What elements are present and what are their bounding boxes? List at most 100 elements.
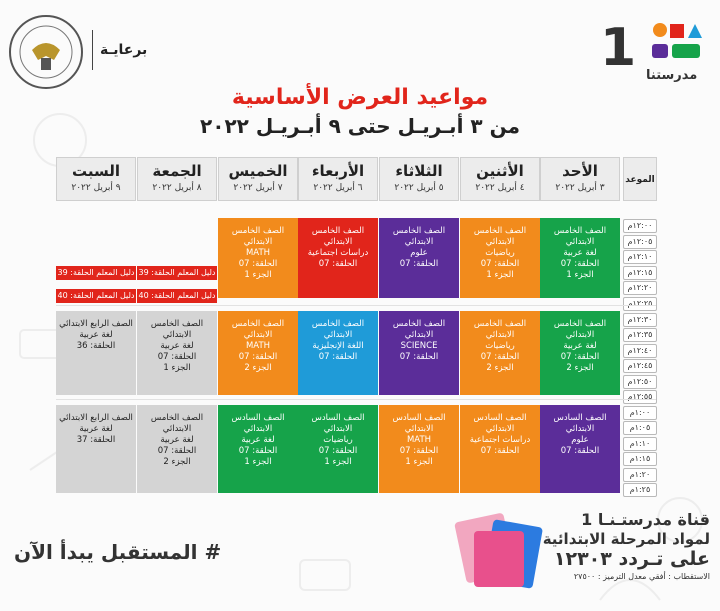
reception-info: الاستقطاب : أفقي معدل الترميز : ٢٧٥٠٠ [573,572,710,581]
program-line: MATH [406,435,432,445]
time-slot: ١:٠٥م [623,421,657,435]
program-line: الصف الخامس الابتدائي [553,319,607,340]
teacher-guide-bar[interactable]: دليل المعلم الحلقة: 39 [56,266,136,280]
program-line: الجزء 2 [163,457,191,467]
program-cell[interactable]: الصف السادس الابتدائي علوم الحلقة: 07 [540,405,620,493]
program-line: الجزء 1 [244,270,272,280]
program-line: علوم [410,248,428,258]
program-line: لغة عربية [563,341,597,351]
program-cell[interactable]: الصف الخامس الابتدائي رياضيات الحلقة: 07 ال… [460,218,540,298]
day-name: الأربعاء [311,162,365,180]
day-name: الأحد [562,162,598,180]
program-cell[interactable]: الصف الرابع الابتدائي لغة عربية الحلقة: 37 [56,405,136,493]
day-date: ٧ أبريل ٢٠٢٢ [233,183,283,193]
program-line: اللغة الإنجليزية [312,341,364,351]
teacher-guide-bar[interactable]: دليل المعلم الحلقة: 40 [137,289,217,303]
program-cell[interactable]: الصف الخامس الابتدائي دراسات اجتماعية الحل… [298,218,378,298]
program-line: الصف الخامس الابتدائي [553,226,607,247]
day-date: ٨ أبريل ٢٠٢٢ [152,183,202,193]
time-slot: ١:١٠م [623,437,657,451]
program-cell[interactable]: الصف الرابع الابتدائي لغة عربية الحلقة: 36 [56,311,136,395]
program-line: MATH [245,248,271,258]
time-slot: ١٢:١٥م [623,266,657,280]
program-line: الحلقة: 37 [76,435,116,445]
program-cell[interactable]: الصف السادس الابتدائي دراسات اجتماعية الحل… [460,405,540,493]
program-line: الصف الخامس الابتدائي [231,319,285,340]
program-line: الصف الخامس الابتدائي [231,226,285,247]
program-line: دراسات اجتماعية [307,248,369,258]
program-line: MATH [245,341,271,351]
day-header: الأثنين ٤ أبريل ٢٠٢٢ [460,157,540,201]
program-cell[interactable]: الصف الخامس الابتدائي لغة عربية الحلقة: 07… [137,405,217,493]
sponsor-label: برعايـة [100,42,148,58]
program-line: الصف الخامس الابتدائي [473,226,527,247]
program-cell[interactable]: الصف الخامس الابتدائي MATH الحلقة: 07 الجزء… [218,311,298,395]
time-slot: ١٢:٥٠م [623,375,657,389]
logo-divider [92,30,93,70]
program-line: الحلقة: 07 [560,259,600,269]
program-line: علوم [571,435,589,445]
program-line: الحلقة: 07 [399,446,439,456]
program-line: الحلقة: 07 [480,259,520,269]
logo-text: مدرستنا [646,68,698,83]
program-cell[interactable]: الصف السادس الابتدائي لغة عربية الحلقة: 07… [218,405,298,493]
time-slot: ١٢:٠٠م [623,219,657,233]
program-line: لغة عربية [241,435,275,445]
program-cell[interactable]: الصف السادس الابتدائي رياضيات الحلقة: 07 ال… [298,405,378,493]
program-line: دراسات اجتماعية [469,435,531,445]
teacher-guide-bar[interactable]: دليل المعلم الحلقة: 39 [137,266,217,280]
program-cell[interactable]: الصف السادس الابتدائي MATH الحلقة: 07 الجزء… [379,405,459,493]
program-cell[interactable]: الصف الخامس الابتدائي علوم الحلقة: 07 [379,218,459,298]
program-line: لغة عربية [79,424,113,434]
program-line: الصف الخامس الابتدائي [392,319,446,340]
program-line: الحلقة: 07 [399,259,439,269]
program-line: الحلقة: 07 [399,352,439,362]
program-line: لغة عربية [563,248,597,258]
program-cell[interactable]: الصف الخامس الابتدائي لغة عربية الحلقة: 07… [540,218,620,298]
program-line: الحلقة: 07 [157,352,197,362]
time-slot: ١:١٥م [623,452,657,466]
program-line: الحلقة: 07 [480,446,520,456]
program-line: الجزء 1 [244,457,272,467]
day-date: ٥ أبريل ٢٠٢٢ [394,183,444,193]
notebooks-illustration [450,505,550,595]
day-header: الخميس ٧ أبريل ٢٠٢٢ [218,157,298,201]
time-slot: ١:٢٥م [623,483,657,497]
program-line: الجزء 1 [163,363,191,373]
block-divider [56,305,656,306]
program-line: الحلقة: 07 [318,446,358,456]
program-line: رياضيات [485,248,515,258]
program-cell[interactable]: الصف الخامس الابتدائي SCIENCE الحلقة: 07 [379,311,459,395]
program-line: الجزء 1 [566,270,594,280]
day-name: الثلاثاء [395,162,443,180]
program-line: الجزء 1 [405,457,433,467]
program-line: الجزء 2 [566,363,594,373]
time-slot: ١:٢٠م [623,468,657,482]
day-header: الأحد ٣ أبريل ٢٠٢٢ [540,157,620,201]
program-cell[interactable]: الصف الخامس الابتدائي MATH الحلقة: 07 الجزء… [218,218,298,298]
program-line: الصف الخامس الابتدائي [311,226,365,247]
day-date: ٩ أبريل ٢٠٢٢ [71,183,121,193]
program-line: الحلقة: 07 [157,446,197,456]
day-header: السبت ٩ أبريل ٢٠٢٢ [56,157,136,201]
channel-line: قناة مدرستـنـا 1 [581,510,710,529]
program-cell[interactable]: الصف الخامس الابتدائي لغة عربية الحلقة: 07… [540,311,620,395]
program-line: الصف السادس الابتدائي [473,413,527,434]
program-line: لغة عربية [160,341,194,351]
channel-line-2: لمواد المرحلة الابتدائية [542,530,710,548]
time-column-header: الموعد [623,157,657,201]
program-line: الصف الخامس الابتدائي [311,319,365,340]
program-line: الصف الرابع الابتدائي [59,319,133,329]
program-cell[interactable]: الصف الخامس الابتدائي اللغة الإنجليزية الح… [298,311,378,395]
time-slot: ١٢:٠٥م [623,235,657,249]
program-line: الحلقة: 07 [238,352,278,362]
day-date: ٣ أبريل ٢٠٢٢ [555,183,605,193]
program-cell[interactable]: الصف الخامس الابتدائي لغة عربية الحلقة: 07… [137,311,217,395]
slogan: # المستقبل يبدأ الآن [14,540,222,564]
program-cell[interactable]: الصف الخامس الابتدائي رياضيات الحلقة: 07 ال… [460,311,540,395]
program-line: الحلقة: 07 [238,446,278,456]
day-name: الأثنين [476,162,524,180]
program-line: الحلقة: 07 [318,259,358,269]
program-line: الحلقة: 36 [76,341,116,351]
teacher-guide-bar[interactable]: دليل المعلم الحلقة: 40 [56,289,136,303]
